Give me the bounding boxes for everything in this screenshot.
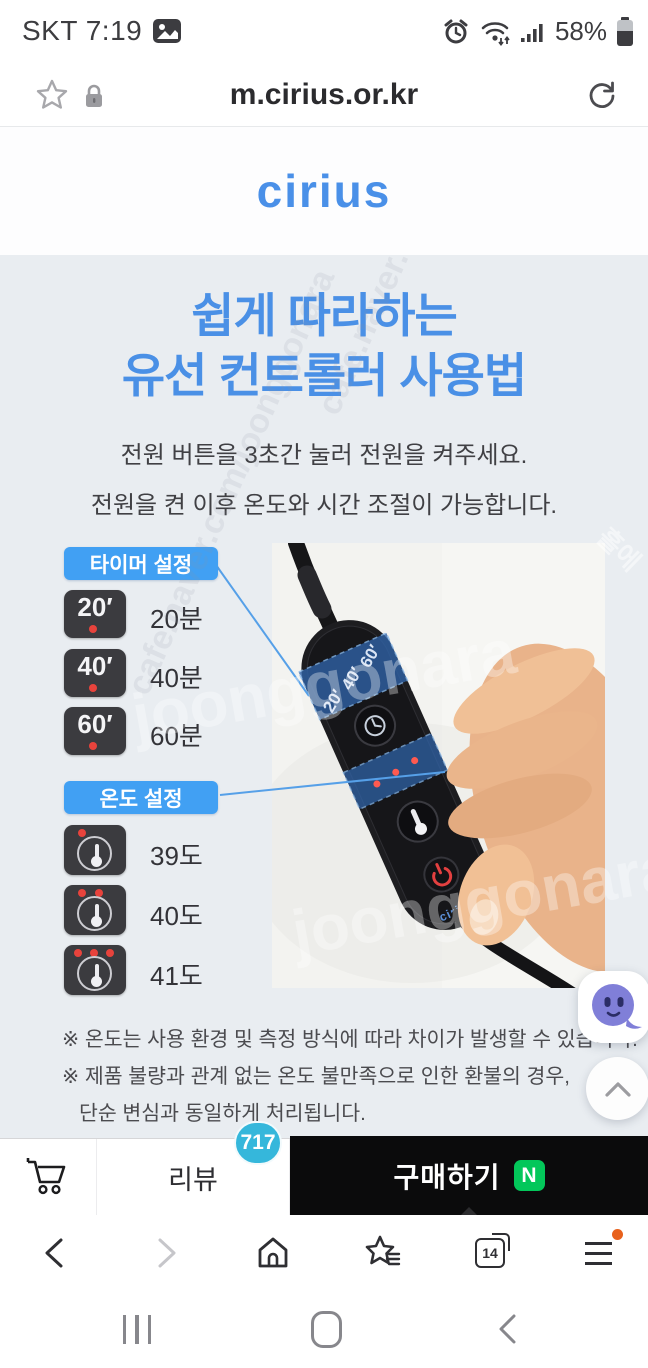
timer-option-desc: 40분 xyxy=(150,663,203,693)
browser-menu-button[interactable] xyxy=(576,1231,620,1275)
content-title-line2: 유선 컨트롤러 사용법 xyxy=(121,349,527,402)
site-logo[interactable]: cirius xyxy=(256,165,392,217)
battery-percent-text: 58% xyxy=(554,16,607,46)
scroll-to-top-button[interactable] xyxy=(586,1057,648,1120)
url-field[interactable]: m.cirius.or.kr xyxy=(229,78,419,111)
screenshot-notification-icon xyxy=(152,18,182,44)
site-header: cirius xyxy=(0,127,648,336)
timer-option-desc: 60분 xyxy=(150,721,203,751)
wifi-icon xyxy=(479,18,511,46)
browser-tabs-button[interactable]: 14 xyxy=(468,1231,512,1275)
temp-option-button-41 xyxy=(64,945,126,995)
timer-button-text: 60′ xyxy=(77,709,113,739)
tab-count: 14 xyxy=(482,1245,498,1261)
browser-back-button[interactable] xyxy=(32,1231,76,1275)
naver-pay-icon: N xyxy=(513,1160,545,1191)
led-dot xyxy=(95,889,103,897)
buy-button[interactable]: 구매하기 N xyxy=(290,1136,648,1216)
review-count-badge: 717 xyxy=(234,1121,282,1165)
led-dot xyxy=(89,742,97,750)
timer-button-text: 40′ xyxy=(77,651,113,681)
status-bar: SKT 7:19 58% xyxy=(0,0,648,64)
temp-option-desc: 40도 xyxy=(150,901,203,931)
browser-home-button[interactable] xyxy=(251,1231,295,1275)
address-bar: m.cirius.or.kr xyxy=(0,64,648,127)
content-title-line1: 쉽게 따라하는 xyxy=(191,289,458,342)
thermometer-icon xyxy=(77,956,112,991)
timer-option-desc: 20분 xyxy=(150,604,203,634)
note-line3: 단순 변심과 동일하게 처리됩니다. xyxy=(79,1102,366,1125)
browser-forward-button[interactable] xyxy=(145,1231,189,1275)
cart-icon xyxy=(26,1158,66,1195)
timer-option-button-60: 60′ xyxy=(64,707,126,755)
hand xyxy=(446,643,605,973)
instruction-line2: 전원을 켠 이후 온도와 시간 조절이 가능합니다. xyxy=(90,492,558,519)
temp-option-desc: 39도 xyxy=(150,841,203,871)
note-line2: ※ 제품 불량과 관계 없는 온도 불만족으로 인한 환불의 경우, xyxy=(62,1065,570,1088)
cart-button[interactable] xyxy=(0,1139,97,1215)
timer-option-button-40: 40′ xyxy=(64,649,126,697)
alarm-icon xyxy=(442,18,470,46)
thermometer-icon xyxy=(77,896,112,931)
chevron-up-icon xyxy=(604,1081,631,1097)
product-description-content: 쉽게 따라하는 유선 컨트롤러 사용법 전원 버튼을 3초간 눌러 전원을 켜주… xyxy=(0,255,648,1138)
led-dot xyxy=(78,829,86,837)
led-dot xyxy=(106,949,114,957)
power-button-on-device xyxy=(423,856,460,893)
timer-button-text: 20′ xyxy=(77,592,113,622)
carrier-time-text: SKT 7:19 xyxy=(22,15,143,46)
timer-section-label: 타이머 설정 xyxy=(64,547,218,580)
timer-option-button-20: 20′ xyxy=(64,590,126,638)
system-navigation-bar xyxy=(0,1291,648,1368)
note-line1: ※ 온도는 사용 환경 및 측정 방식에 따라 차이가 발생할 수 있습니다. xyxy=(62,1028,638,1051)
temp-section-label: 온도 설정 xyxy=(64,781,218,814)
battery-icon xyxy=(616,16,634,47)
led-dot xyxy=(78,889,86,897)
back-button[interactable] xyxy=(495,1312,519,1346)
browser-bookmarks-button[interactable] xyxy=(361,1231,405,1275)
refresh-icon[interactable] xyxy=(584,78,620,114)
led-dot xyxy=(90,949,98,957)
browser-toolbar xyxy=(0,1215,648,1291)
thermometer-icon xyxy=(77,836,112,871)
instruction-line1: 전원 버튼을 3초간 눌러 전원을 켜주세요. xyxy=(120,442,528,469)
chatbot-button[interactable] xyxy=(578,971,648,1043)
temp-option-button-40 xyxy=(64,885,126,935)
led-dot xyxy=(89,625,97,633)
temp-option-button-39 xyxy=(64,825,126,875)
swipe-up-indicator xyxy=(460,1207,478,1216)
led-dot xyxy=(89,684,97,692)
signal-icon xyxy=(520,19,546,45)
review-label: 리뷰 xyxy=(168,1164,218,1195)
menu-notification-dot xyxy=(612,1229,623,1240)
led-dot xyxy=(74,949,82,957)
bookmark-star-icon[interactable] xyxy=(34,77,70,113)
controller-photo: 20′ 40′ 60′ cirius xyxy=(272,543,605,988)
temp-option-desc: 41도 xyxy=(150,961,203,991)
recent-apps-button[interactable] xyxy=(118,1315,156,1349)
lock-icon[interactable] xyxy=(82,83,106,109)
buy-label: 구매하기 xyxy=(393,1161,501,1193)
home-button[interactable] xyxy=(311,1311,342,1348)
